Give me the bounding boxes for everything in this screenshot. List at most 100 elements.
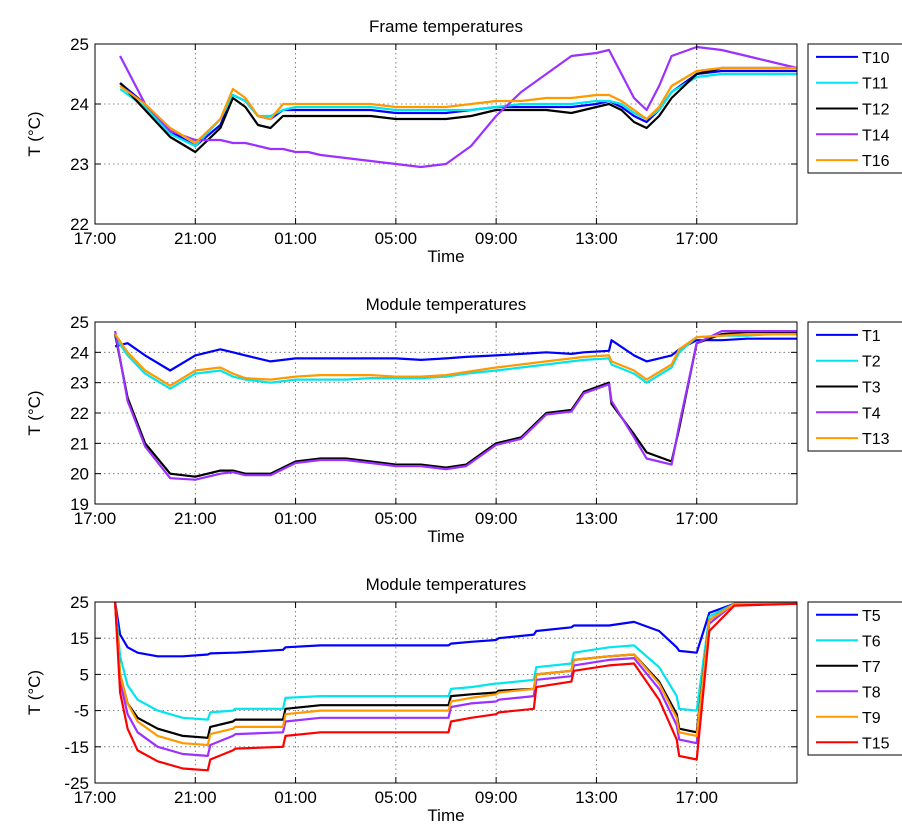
series-line-t1 <box>114 337 797 372</box>
legend-item-t5: T5 <box>816 608 881 625</box>
x-tick-label: 21:00 <box>174 509 217 528</box>
series-line-t8 <box>114 601 797 757</box>
series-line-t11 <box>119 72 797 148</box>
legend-label: T7 <box>862 659 881 676</box>
tick-marks <box>94 601 797 784</box>
y-tick-label: 21 <box>70 434 89 453</box>
series-line-t2 <box>114 333 797 390</box>
legend-label: T3 <box>862 380 881 397</box>
legend-item-t1: T1 <box>816 328 881 345</box>
y-tick-label: 25 <box>70 593 89 612</box>
x-axis-label: Time <box>427 247 464 266</box>
x-tick-label: 09:00 <box>475 788 518 807</box>
legend-label: T9 <box>862 710 881 727</box>
series-line-t9 <box>114 601 797 747</box>
legend-item-t9: T9 <box>816 710 881 727</box>
legend-label: T5 <box>862 608 881 625</box>
y-tick-label: -15 <box>64 738 89 757</box>
legend-item-t13: T13 <box>816 431 890 448</box>
x-tick-label: 17:00 <box>74 229 117 248</box>
series-line-t6 <box>114 601 797 721</box>
legend-label: T15 <box>862 735 890 752</box>
y-tick-label: 23 <box>70 155 89 174</box>
axes-box <box>94 43 798 225</box>
legend-label: T13 <box>862 431 890 448</box>
legend-item-t14: T14 <box>816 127 890 144</box>
series-line-t7 <box>114 601 797 739</box>
x-tick-label: 21:00 <box>174 229 217 248</box>
legend-label: T14 <box>862 127 890 144</box>
y-axis-label: T (°C) <box>25 390 44 435</box>
y-axis-label: T (°C) <box>25 670 44 715</box>
series-group <box>114 601 798 772</box>
tick-marks <box>94 43 797 225</box>
series-line-t16 <box>119 66 797 145</box>
legend-label: T8 <box>862 684 881 701</box>
x-tick-label: 05:00 <box>375 788 418 807</box>
y-tick-label: 5 <box>80 665 89 684</box>
x-tick-label: 13:00 <box>575 509 618 528</box>
y-tick-label: 23 <box>70 374 89 393</box>
chart-panel-3: 17:00 21:00 01:00 05:00 09:00 13:00 17:00-25-1… <box>25 575 902 825</box>
tick-marks <box>94 321 797 505</box>
series-line-t13 <box>114 333 797 387</box>
y-tick-label: 22 <box>70 215 89 234</box>
x-tick-label: 17:00 <box>675 509 718 528</box>
y-tick-label: 24 <box>70 343 89 362</box>
chart-title: Module temperatures <box>366 295 527 314</box>
x-tick-label: 01:00 <box>274 509 317 528</box>
y-tick-label: 24 <box>70 95 89 114</box>
x-tick-label: 05:00 <box>375 229 418 248</box>
legend-box <box>807 601 902 756</box>
y-tick-label: 25 <box>70 35 89 54</box>
x-tick-label: 17:00 <box>74 788 117 807</box>
plot-area <box>95 44 797 224</box>
x-tick-label: 01:00 <box>274 229 317 248</box>
y-axis-label: T (°C) <box>25 111 44 156</box>
x-tick-label: 21:00 <box>174 788 217 807</box>
series-line-t12 <box>119 66 797 154</box>
x-tick-label: 05:00 <box>375 509 418 528</box>
x-tick-label: 09:00 <box>475 509 518 528</box>
chart-title: Frame temperatures <box>369 17 523 36</box>
series-group <box>119 45 798 169</box>
x-tick-label: 09:00 <box>475 229 518 248</box>
legend-item-t16: T16 <box>816 153 890 170</box>
x-tick-label: 01:00 <box>274 788 317 807</box>
legend-label: T16 <box>862 153 890 170</box>
series-group <box>114 330 797 481</box>
chart-title: Module temperatures <box>366 575 527 594</box>
y-tick-label: 20 <box>70 465 89 484</box>
legend-item-t12: T12 <box>816 102 890 119</box>
chart-panel-1: 17:00 21:00 01:00 05:00 09:00 13:00 17:0022232… <box>25 17 902 266</box>
x-axis-label: Time <box>427 527 464 546</box>
y-tick-label: 22 <box>70 404 89 423</box>
y-tick-label: 25 <box>70 313 89 332</box>
legend-item-t7: T7 <box>816 659 881 676</box>
legend-label: T1 <box>862 328 881 345</box>
series-line-t5 <box>114 601 797 658</box>
x-tick-label: 13:00 <box>575 788 618 807</box>
x-axis-label: Time <box>427 806 464 825</box>
legend-item-t11: T11 <box>816 76 888 93</box>
legend-item-t15: T15 <box>816 735 890 752</box>
legend: T10 T11 T12 T14 T16 <box>807 43 902 174</box>
series-line-t4 <box>114 330 797 481</box>
legend-item-t2: T2 <box>816 354 881 371</box>
legend-label: T4 <box>862 405 881 422</box>
y-tick-label: -25 <box>64 774 89 793</box>
x-tick-label: 13:00 <box>575 229 618 248</box>
chart-panel-2: 17:00 21:00 01:00 05:00 09:00 13:00 17:0019202… <box>25 295 902 546</box>
x-tick-label: 17:00 <box>74 509 117 528</box>
legend-item-t8: T8 <box>816 684 881 701</box>
x-tick-label: 17:00 <box>675 229 718 248</box>
axes-box <box>94 601 798 784</box>
legend-item-t3: T3 <box>816 380 881 397</box>
plot-area <box>95 602 797 783</box>
legend-item-t4: T4 <box>816 405 881 422</box>
legend-label: T11 <box>862 76 888 93</box>
legend-item-t6: T6 <box>816 633 881 650</box>
series-line-t14 <box>119 45 798 169</box>
legend-item-t10: T10 <box>816 50 890 67</box>
y-tick-label: 15 <box>70 629 89 648</box>
